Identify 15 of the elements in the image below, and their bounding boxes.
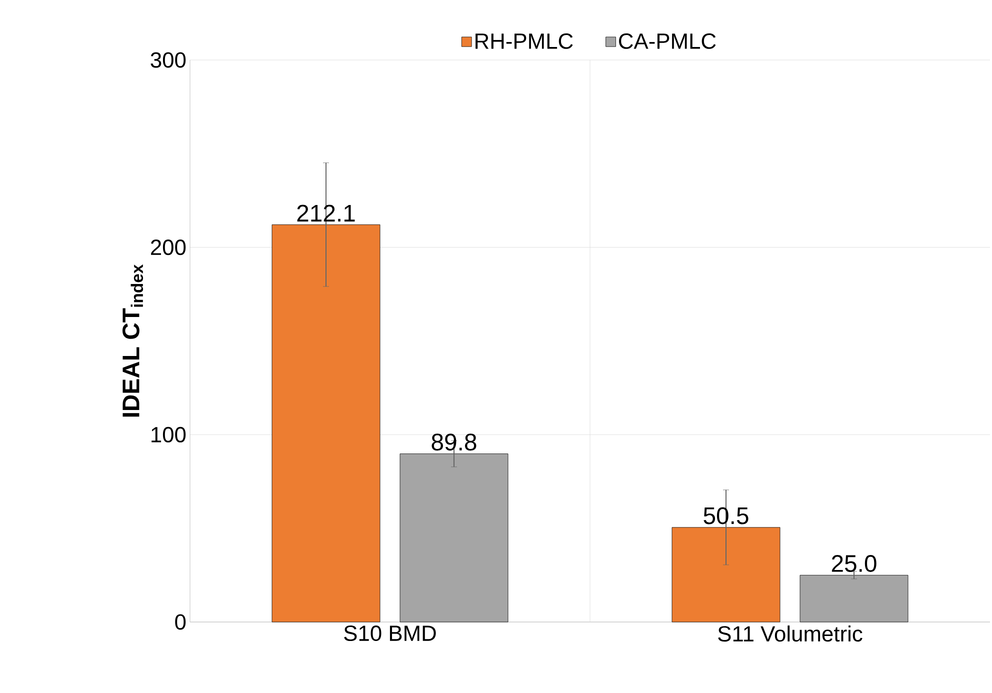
y-axis-title: IDEAL CT$_{index}$ <box>122 264 144 417</box>
y-tick-label: 300 <box>150 52 186 68</box>
data-label: 89.8 <box>432 434 476 451</box>
x-tick-label: S11 Volumetric <box>718 626 862 642</box>
legend-label: CA-PMLC <box>619 33 716 49</box>
y-tick-label: 200 <box>151 240 186 256</box>
bar <box>800 574 908 622</box>
bar <box>672 527 780 622</box>
y-tick-label: 0 <box>175 614 186 630</box>
bar <box>400 454 508 622</box>
x-tick-label: S10 BMD <box>344 626 436 642</box>
data-label: 25.0 <box>832 555 876 572</box>
y-tick-label: 100 <box>152 426 186 442</box>
bar <box>272 224 380 622</box>
legend-label: RH-PMLC <box>476 33 573 49</box>
